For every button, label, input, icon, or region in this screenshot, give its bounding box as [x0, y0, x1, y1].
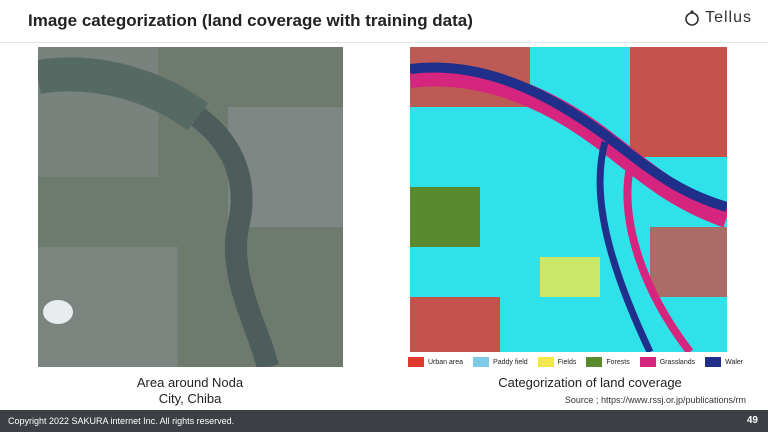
legend-swatch — [537, 357, 554, 367]
caption-line: City, Chiba — [158, 391, 222, 406]
copyright: Copyright 2022 SAKURA internet Inc. All … — [8, 416, 235, 426]
page-number: 49 — [746, 415, 758, 426]
legend-swatch — [473, 357, 490, 367]
legend-label: Paddy field — [493, 358, 528, 366]
legend-swatch — [586, 357, 603, 367]
logo: Tellus — [684, 9, 752, 27]
legend-swatch — [639, 357, 656, 367]
legend-swatch — [408, 357, 424, 367]
legend-swatch — [705, 357, 722, 367]
logo-icon — [685, 10, 699, 26]
footer: Copyright 2022 SAKURA internet Inc. All … — [0, 410, 768, 432]
caption-line: Area around Noda — [136, 375, 244, 390]
header-rule — [0, 42, 768, 43]
legend-label: Waler — [725, 358, 744, 366]
source-note: Source ; https://www.rssj.or.jp/publicat… — [564, 395, 746, 405]
legend: Urban area Paddy field Fields Forests Grassl… — [408, 357, 743, 367]
legend-label: Forests — [606, 358, 630, 366]
legend-item: Paddy field — [473, 357, 528, 367]
legend-item: Waler — [705, 357, 743, 367]
classification-map — [410, 47, 727, 352]
legend-label: Urban area — [428, 358, 464, 366]
right-caption: Categorization of land coverage — [498, 375, 682, 390]
legend-label: Fields — [557, 358, 577, 366]
logo-text: Tellus — [705, 9, 752, 26]
satellite-image — [38, 47, 343, 367]
slide-title: Image categorization (land coverage with… — [28, 11, 473, 30]
left-caption: Area around Noda City, Chiba — [90, 375, 290, 407]
legend-label: Grasslands — [659, 358, 696, 366]
legend-item: Fields — [537, 357, 577, 367]
legend-item: Grasslands — [639, 357, 696, 367]
legend-item: Urban area — [408, 357, 463, 367]
legend-item: Forests — [586, 357, 630, 367]
